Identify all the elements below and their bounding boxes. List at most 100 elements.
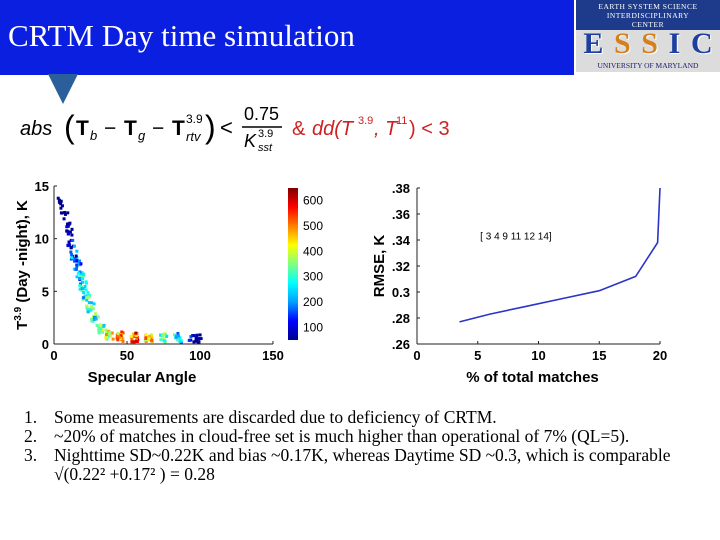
formula-minus-2: − <box>152 117 164 140</box>
formula-trtv: T <box>172 117 185 140</box>
scatter-point <box>101 330 105 334</box>
scatter-y-axis-label: T3.9 (Day -night), K <box>13 200 31 330</box>
scatter-point <box>117 335 121 339</box>
scatter-point <box>90 317 94 321</box>
scatter-point <box>194 339 198 343</box>
scatter-point <box>69 250 73 254</box>
scatter-point <box>87 295 91 299</box>
scatter-point <box>161 333 165 337</box>
scatter-point <box>134 339 138 343</box>
scatter-point <box>97 325 101 329</box>
scatter-point <box>80 289 84 293</box>
y-tick-label: .34 <box>392 233 411 248</box>
scatter-point <box>132 332 136 336</box>
scatter-point <box>87 294 91 298</box>
title-arrow-icon <box>48 74 78 104</box>
scatter-point <box>187 338 191 342</box>
scatter-point <box>86 310 90 314</box>
formula-paren-close: ) <box>205 109 216 145</box>
rmse-x-axis-label: % of total matches <box>466 369 599 386</box>
scatter-point <box>110 331 114 335</box>
scatter-point <box>65 225 69 229</box>
logo-letter: S <box>613 27 631 60</box>
formula-tg: T <box>124 117 137 140</box>
scatter-point <box>149 333 153 337</box>
scatter-point <box>89 308 93 312</box>
scatter-point <box>93 312 97 316</box>
scatter-point <box>66 222 70 226</box>
scatter-point <box>99 327 103 331</box>
x-tick-label: 15 <box>592 348 606 363</box>
scatter-point <box>76 271 80 275</box>
scatter-point <box>129 334 133 338</box>
scatter-point <box>85 296 89 300</box>
scatter-point <box>70 256 74 260</box>
scatter-point <box>178 336 182 340</box>
scatter-point <box>95 323 99 327</box>
essic-logo: EARTH SYSTEM SCIENCE INTERDISCIPLINARY C… <box>576 0 720 72</box>
logo-letters: E S S I C <box>578 27 718 61</box>
scatter-point <box>119 334 123 338</box>
scatter-point <box>147 334 151 338</box>
colorbar-tick-label: 600 <box>303 194 323 208</box>
scatter-point <box>144 336 148 340</box>
scatter-point <box>130 338 134 342</box>
y-tick-label: .28 <box>392 311 410 326</box>
scatter-point <box>81 280 85 284</box>
slide-title: CRTM Day time simulation <box>8 18 355 53</box>
formula-frac-num: 0.75 <box>244 104 279 124</box>
scatter-point <box>159 338 163 342</box>
scatter-point <box>199 337 203 341</box>
formula-svg: abs ( T b − T g − T 3.9 rtv ) < 0.75 K 3… <box>20 104 450 154</box>
logo-bottom-text: UNIVERSITY OF MARYLAND <box>597 61 699 70</box>
scatter-point <box>57 200 61 204</box>
y-tick-label: .38 <box>392 181 410 196</box>
scatter-point <box>78 284 82 288</box>
scatter-point <box>143 338 147 342</box>
scatter-point <box>59 206 63 210</box>
scatter-point <box>67 243 71 247</box>
scatter-point <box>66 232 70 236</box>
formula-frac-den-sup: 3.9 <box>258 128 273 140</box>
scatter-point <box>86 291 90 295</box>
formula-paren-open: ( <box>64 109 75 145</box>
scatter-point <box>77 259 81 263</box>
colorbar-tick-label: 400 <box>303 244 323 258</box>
scatter-point <box>72 267 76 271</box>
scatter-point <box>80 271 84 275</box>
scatter-marks <box>56 196 203 344</box>
scatter-point <box>176 334 180 338</box>
scatter-point <box>90 319 94 323</box>
scatter-point <box>73 256 77 260</box>
scatter-point <box>108 334 112 338</box>
scatter-point <box>83 294 87 298</box>
list-item-text: Nighttime SD~0.22K and bias ~0.17K, wher… <box>54 445 671 484</box>
formula-trtv-sub: rtv <box>186 129 202 144</box>
scatter-point <box>135 335 139 339</box>
scatter-point <box>78 282 82 286</box>
scatter-point <box>178 340 182 344</box>
scatter-point <box>102 324 106 328</box>
scatter-point <box>85 298 89 302</box>
scatter-point <box>60 204 64 208</box>
scatter-point <box>196 340 200 344</box>
formula-tb-sub: b <box>90 128 97 143</box>
rmse-annotation: [ 3 4 9 11 12 14] <box>480 231 552 242</box>
scatter-point <box>120 330 124 334</box>
scatter-point <box>66 243 70 247</box>
scatter-point <box>104 328 108 332</box>
y-label-prefix: T <box>14 321 31 330</box>
formula-dd-mid: , T <box>374 118 399 140</box>
formula-frac-den-sub: sst <box>258 142 273 154</box>
scatter-point <box>85 304 89 308</box>
scatter-point <box>81 287 85 291</box>
scatter-point <box>81 273 85 277</box>
scatter-point <box>70 253 74 257</box>
colorbar-tick-label: 200 <box>303 295 323 309</box>
formula-lt: < <box>220 115 233 140</box>
scatter-point <box>59 199 63 203</box>
x-tick-label: 150 <box>262 348 284 363</box>
scatter-chart: 0 50 100 150 0 5 10 15 100 200 300 400 500 600 Specu… <box>13 179 323 386</box>
scatter-point <box>94 314 98 318</box>
list-item: 1. Some measurements are discarded due t… <box>24 408 714 427</box>
